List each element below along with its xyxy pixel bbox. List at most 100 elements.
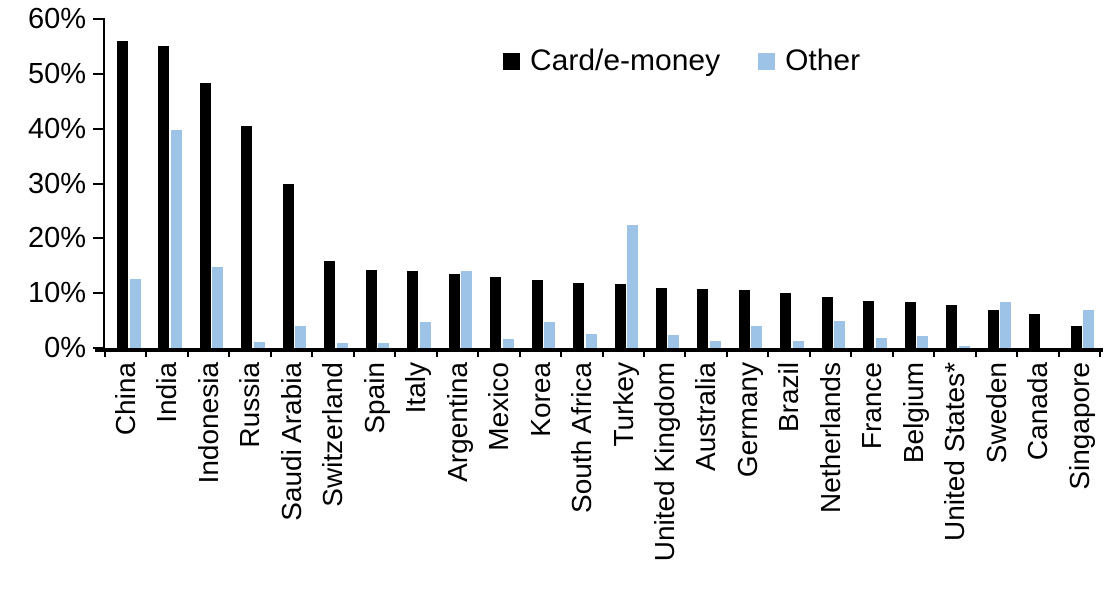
bar-other — [419, 322, 431, 348]
x-axis-label: Indonesia — [188, 362, 229, 594]
bar-other — [1000, 302, 1012, 348]
x-axis-label: Italy — [395, 362, 436, 594]
y-axis-label: 30% — [27, 167, 86, 200]
bar-card-e-money — [407, 270, 419, 348]
x-axis-label-text: South Africa — [566, 362, 598, 513]
x-axis-label: Saudi Arabia — [271, 362, 312, 594]
y-axis-label: 10% — [27, 277, 86, 310]
bar-card-e-money — [158, 46, 170, 348]
x-axis-label-text: Russia — [234, 362, 266, 448]
bar-card-e-money — [987, 310, 999, 348]
y-axis-label: 0% — [44, 332, 86, 364]
bar-card-e-money — [946, 304, 958, 348]
x-axis-label: France — [851, 362, 892, 594]
x-axis-tick — [684, 352, 687, 357]
legend-item-other: Other — [758, 44, 860, 78]
bar-card-e-money — [199, 82, 211, 348]
x-axis-line — [95, 348, 1103, 352]
x-axis-label-text: Spain — [358, 362, 390, 434]
x-axis-label-text: Turkey — [607, 362, 639, 447]
x-axis-label-text: United States* — [939, 362, 971, 541]
x-axis-label: Australia — [685, 362, 726, 594]
legend-label-other: Other — [785, 44, 861, 77]
bar-card-e-money — [738, 289, 750, 348]
bar-card-e-money — [614, 283, 626, 348]
legend-swatch-other-icon — [758, 52, 776, 70]
x-axis-label: Turkey — [603, 362, 644, 594]
bar-card-e-money — [697, 288, 709, 348]
bar-other — [336, 343, 348, 348]
x-axis-tick — [518, 352, 521, 357]
x-axis-label-text: Argentina — [441, 362, 473, 482]
bar-card-e-money — [573, 282, 585, 348]
x-axis-tick — [560, 352, 563, 357]
x-axis-label: India — [146, 362, 187, 594]
y-axis-tick — [93, 347, 105, 349]
x-axis-label: Korea — [520, 362, 561, 594]
x-axis-label-text: Netherlands — [814, 362, 846, 513]
bar-other — [378, 342, 390, 348]
y-axis-label: 50% — [27, 57, 86, 90]
x-axis-label-text: India — [151, 362, 183, 423]
x-axis-tick — [104, 352, 106, 357]
bar-other — [751, 326, 763, 348]
x-axis-label-text: United Kingdom — [648, 362, 680, 562]
x-axis-label-text: Sweden — [980, 362, 1012, 464]
x-axis-label: Spain — [354, 362, 395, 594]
x-axis-label: Switzerland — [312, 362, 353, 594]
x-axis-label: Netherlands — [810, 362, 851, 594]
x-axis-label-text: Indonesia — [192, 362, 224, 484]
x-axis-tick — [186, 352, 189, 357]
bar-other — [958, 346, 970, 348]
x-axis-tick — [1099, 352, 1101, 357]
legend-swatch-card-icon — [503, 52, 520, 70]
bar-card-e-money — [324, 261, 336, 348]
x-axis-tick — [642, 352, 645, 357]
x-axis-tick — [352, 352, 355, 357]
x-axis-label-text: Italy — [400, 362, 432, 414]
x-axis-label-text: Brazil — [773, 362, 805, 433]
bar-other — [627, 224, 638, 348]
x-axis-label-text: Canada — [1022, 362, 1054, 461]
x-axis-label-text: Singapore — [1063, 362, 1095, 490]
x-axis-label-text: Mexico — [483, 362, 515, 451]
x-axis-label: South Africa — [561, 362, 602, 594]
bar-card-e-money — [490, 276, 502, 348]
bar-card-e-money — [241, 125, 253, 348]
x-axis-tick — [1016, 352, 1019, 357]
y-axis-tick — [93, 292, 105, 295]
x-axis-tick — [808, 352, 811, 357]
bar-other — [792, 340, 804, 348]
x-axis-label-text: Korea — [524, 362, 556, 437]
y-axis-tick — [93, 18, 105, 20]
bar-other — [709, 341, 721, 348]
bar-card-e-money — [863, 300, 875, 348]
x-axis-tick — [145, 352, 148, 357]
bar-other — [917, 335, 929, 348]
y-axis-tick — [93, 182, 105, 185]
x-axis-label: Russia — [229, 362, 270, 594]
bar-card-e-money — [282, 183, 294, 348]
x-axis-label-text: France — [856, 362, 888, 450]
x-axis-tick — [725, 352, 728, 357]
bar-card-e-money — [821, 297, 833, 348]
bar-other — [668, 334, 680, 348]
x-axis-label: Sweden — [976, 362, 1017, 594]
x-axis-tick — [477, 352, 480, 357]
y-axis-tick — [93, 237, 105, 240]
x-axis-label: Brazil — [768, 362, 809, 594]
x-axis-label: Belgium — [893, 362, 934, 594]
bar-other — [834, 320, 846, 348]
x-axis-label: United Kingdom — [644, 362, 685, 594]
bar-card-e-money — [655, 287, 667, 348]
y-axis-tick — [93, 72, 105, 75]
x-axis-tick — [933, 352, 936, 357]
x-axis-label: Canada — [1017, 362, 1058, 594]
x-axis-label: China — [105, 362, 146, 594]
y-axis-tick — [93, 127, 105, 130]
x-axis-label-text: Germany — [731, 362, 763, 478]
bar-other — [875, 338, 887, 348]
bar-other — [502, 339, 514, 348]
x-axis-tick — [1057, 352, 1060, 357]
